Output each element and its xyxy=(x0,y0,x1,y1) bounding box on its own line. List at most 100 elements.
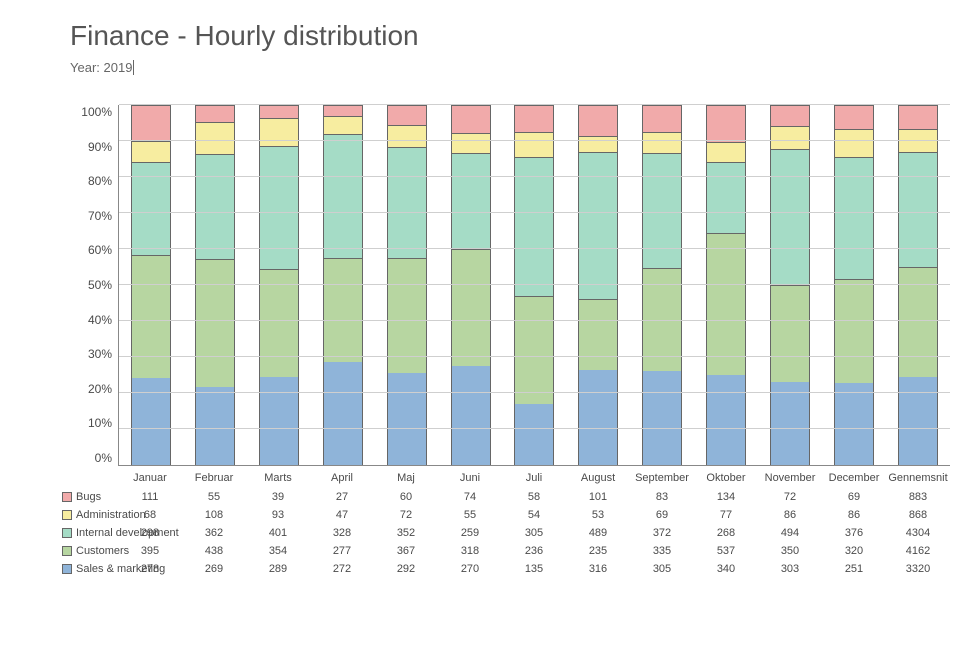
category-label: December xyxy=(822,472,886,484)
data-cell: 135 xyxy=(502,563,566,575)
data-cell: 401 xyxy=(246,527,310,539)
legend-swatch xyxy=(62,492,72,502)
category-label: Juni xyxy=(438,472,502,484)
data-cell: 305 xyxy=(502,527,566,539)
bar-segment-administration xyxy=(196,122,234,153)
bar-segment-customers xyxy=(771,285,809,381)
data-cell: 537 xyxy=(694,545,758,557)
year-subtitle: Year: 2019 xyxy=(70,60,950,75)
data-cell: 86 xyxy=(758,509,822,521)
bar-segment-administration xyxy=(771,126,809,150)
bar-segment-administration xyxy=(515,132,553,157)
data-cell: 376 xyxy=(822,527,886,539)
legend-label: Bugs xyxy=(76,491,101,503)
bar-segment-customers xyxy=(452,249,490,366)
bar-segment-sales-marketing xyxy=(771,382,809,465)
bar-segment-customers xyxy=(132,255,170,378)
bar-segment-sales-marketing xyxy=(388,373,426,465)
bar-segment-internal-dev xyxy=(324,134,362,258)
data-cell: 352 xyxy=(374,527,438,539)
bar-segment-customers xyxy=(196,259,234,387)
bar-segment-administration xyxy=(452,133,490,153)
bar-segment-sales-marketing xyxy=(260,377,298,465)
bar-segment-internal-dev xyxy=(388,147,426,258)
bar-column xyxy=(451,105,491,465)
bar-segment-sales-marketing xyxy=(707,375,745,465)
y-tick-label: 70% xyxy=(88,209,112,223)
bar-column xyxy=(706,105,746,465)
gridline xyxy=(119,212,950,213)
bar-segment-sales-marketing xyxy=(196,387,234,465)
bar-segment-sales-marketing xyxy=(579,370,617,465)
year-value: 2019 xyxy=(104,60,133,75)
bar-segment-bugs xyxy=(643,106,681,132)
category-label: Juli xyxy=(502,472,566,484)
data-cell: 53 xyxy=(566,509,630,521)
y-axis: 100%90%80%70%60%50%40%30%20%10%0% xyxy=(70,105,118,465)
subtitle-prefix: Year: xyxy=(70,60,104,75)
bar-segment-bugs xyxy=(707,106,745,141)
data-cell: 236 xyxy=(502,545,566,557)
y-tick-label: 30% xyxy=(88,347,112,361)
data-cell: 39 xyxy=(246,491,310,503)
category-header-row: JanuarFebruarMartsAprilMajJuniJuliAugust… xyxy=(118,468,950,488)
gridline xyxy=(119,140,950,141)
bar-segment-customers xyxy=(579,299,617,370)
data-cell: 868 xyxy=(886,509,950,521)
data-cell: 83 xyxy=(630,491,694,503)
bar-segment-bugs xyxy=(515,106,553,132)
data-cell: 272 xyxy=(310,563,374,575)
data-cell: 318 xyxy=(438,545,502,557)
bar-segment-sales-marketing xyxy=(643,371,681,465)
bar-segment-internal-dev xyxy=(899,152,937,266)
legend-swatch xyxy=(62,546,72,556)
data-cell: 268 xyxy=(694,527,758,539)
bar-segment-bugs xyxy=(260,106,298,118)
legend-swatch xyxy=(62,564,72,574)
bar-segment-internal-dev xyxy=(452,153,490,248)
category-label: Februar xyxy=(182,472,246,484)
bar-segment-bugs xyxy=(324,106,362,116)
data-cell: 134 xyxy=(694,491,758,503)
category-label: Oktober xyxy=(694,472,758,484)
bar-segment-internal-dev xyxy=(515,157,553,296)
data-cell: 328 xyxy=(310,527,374,539)
data-cell: 289 xyxy=(246,563,310,575)
gridline xyxy=(119,320,950,321)
y-tick-label: 40% xyxy=(88,313,112,327)
bar-column xyxy=(514,105,554,465)
y-tick-label: 90% xyxy=(88,140,112,154)
bar-segment-administration xyxy=(835,129,873,157)
bar-column xyxy=(131,105,171,465)
data-cell: 251 xyxy=(822,563,886,575)
bar-column xyxy=(770,105,810,465)
data-cell: 27 xyxy=(310,491,374,503)
text-cursor xyxy=(133,60,134,75)
bar-segment-internal-dev xyxy=(196,154,234,259)
bar-segment-administration xyxy=(579,136,617,152)
data-cell: 494 xyxy=(758,527,822,539)
data-row-sales-marketing: 2782692892722922701353163053403032513320 xyxy=(118,560,950,578)
data-cell: 55 xyxy=(438,509,502,521)
gridline xyxy=(119,284,950,285)
data-cell: 72 xyxy=(758,491,822,503)
data-cell: 438 xyxy=(182,545,246,557)
data-cell: 292 xyxy=(374,563,438,575)
data-cell: 58 xyxy=(502,491,566,503)
bar-segment-customers xyxy=(835,279,873,383)
data-cell: 4162 xyxy=(886,545,950,557)
legend: BugsAdministrationInternal developmentCu… xyxy=(62,468,179,578)
bar-segment-customers xyxy=(324,258,362,363)
data-cell: 54 xyxy=(502,509,566,521)
bar-segment-bugs xyxy=(452,106,490,133)
bar-segment-bugs xyxy=(771,106,809,126)
data-cell: 335 xyxy=(630,545,694,557)
data-cell: 367 xyxy=(374,545,438,557)
y-tick-label: 80% xyxy=(88,174,112,188)
data-cell: 47 xyxy=(310,509,374,521)
legend-swatch xyxy=(62,528,72,538)
bar-column xyxy=(642,105,682,465)
data-row-bugs: 111553927607458101831347269883 xyxy=(118,488,950,506)
legend-swatch xyxy=(62,510,72,520)
legend-label: Customers xyxy=(76,545,129,557)
